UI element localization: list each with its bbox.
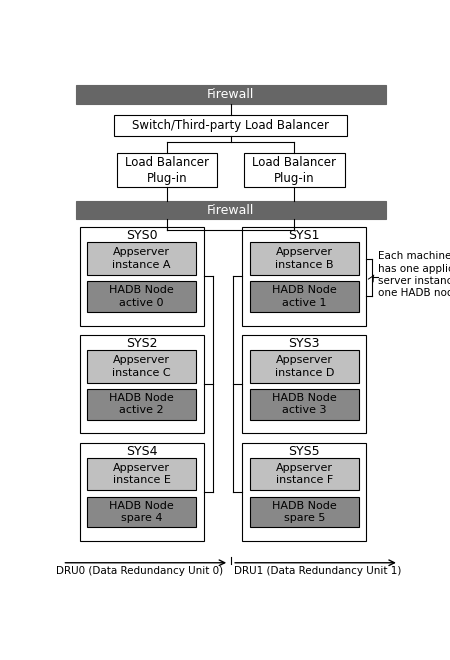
Bar (114, 115, 347, 136)
Bar (87, 458, 196, 490)
Bar (76, 201, 386, 219)
Text: DRU1 (Data Redundancy Unit 1): DRU1 (Data Redundancy Unit 1) (234, 566, 401, 576)
Bar (80, 335, 203, 434)
Bar (250, 458, 359, 490)
Bar (80, 443, 203, 541)
Bar (117, 153, 217, 187)
Bar (87, 281, 196, 312)
Text: Appserver
instance C: Appserver instance C (112, 355, 171, 378)
Bar (250, 389, 359, 420)
Text: SYS4: SYS4 (126, 445, 157, 457)
Bar (87, 350, 196, 383)
Bar (87, 496, 196, 527)
Bar (250, 350, 359, 383)
Bar (242, 335, 366, 434)
Text: Each machine
has one application
server instance and
one HADB node: Each machine has one application server … (378, 251, 450, 298)
Text: Appserver
instance A: Appserver instance A (112, 248, 171, 270)
Text: SYS0: SYS0 (126, 229, 158, 242)
Text: Appserver
instance F: Appserver instance F (275, 463, 333, 485)
Text: Appserver
instance E: Appserver instance E (112, 463, 171, 485)
Text: SYS1: SYS1 (288, 229, 320, 242)
Bar (242, 443, 366, 541)
Text: DRU0 (Data Redundancy Unit 0): DRU0 (Data Redundancy Unit 0) (56, 566, 223, 576)
Bar (250, 496, 359, 527)
Text: HADB Node
active 1: HADB Node active 1 (272, 285, 337, 308)
Text: SYS2: SYS2 (126, 337, 157, 350)
Text: SYS5: SYS5 (288, 445, 320, 457)
Bar (250, 242, 359, 275)
Text: Load Balancer
Plug-in: Load Balancer Plug-in (252, 156, 336, 185)
Text: Load Balancer
Plug-in: Load Balancer Plug-in (125, 156, 209, 185)
Bar (250, 281, 359, 312)
Text: Appserver
instance B: Appserver instance B (275, 248, 333, 270)
Text: HADB Node
active 3: HADB Node active 3 (272, 393, 337, 415)
Text: Switch/Third-party Load Balancer: Switch/Third-party Load Balancer (132, 119, 329, 132)
Text: Appserver
instance D: Appserver instance D (274, 355, 334, 378)
Bar (87, 389, 196, 420)
Text: HADB Node
spare 5: HADB Node spare 5 (272, 501, 337, 523)
Text: HADB Node
active 0: HADB Node active 0 (109, 285, 174, 308)
Bar (76, 85, 386, 104)
Bar (244, 153, 345, 187)
Text: HADB Node
active 2: HADB Node active 2 (109, 393, 174, 415)
Text: SYS3: SYS3 (288, 337, 320, 350)
Text: HADB Node
spare 4: HADB Node spare 4 (109, 501, 174, 523)
Bar (87, 242, 196, 275)
Text: Firewall: Firewall (207, 88, 254, 101)
Bar (242, 227, 366, 325)
Bar (80, 227, 203, 325)
Text: Firewall: Firewall (207, 203, 254, 216)
